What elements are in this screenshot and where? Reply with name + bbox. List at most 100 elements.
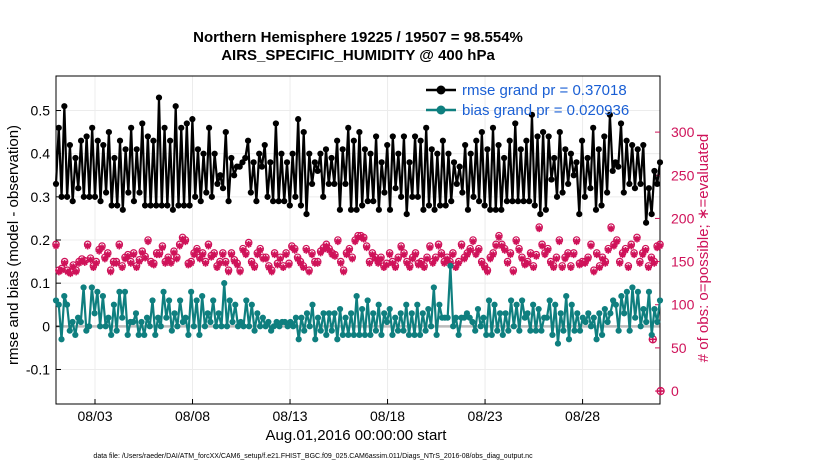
- rmse-point: [144, 133, 151, 140]
- bias-point: [132, 310, 140, 317]
- bias-point: [422, 327, 429, 334]
- obs-evaluated-marker: [297, 259, 304, 267]
- rmse-point: [350, 137, 357, 144]
- rmse-point: [567, 150, 575, 157]
- obs-evaluated-marker: [544, 246, 552, 254]
- rmse-point: [492, 206, 499, 213]
- bias-point: [323, 331, 330, 339]
- obs-evaluated-marker: [627, 242, 635, 250]
- rmse-point: [205, 124, 213, 131]
- bias-point: [507, 297, 515, 304]
- bias-point: [207, 318, 214, 326]
- obs-evaluated-marker: [222, 259, 230, 267]
- y2-tick-label: 150: [671, 254, 695, 270]
- obs-evaluated-marker: [570, 251, 578, 259]
- obs-evaluated-marker: [75, 259, 83, 267]
- bias-point: [381, 310, 388, 317]
- bias-series-line: [55, 264, 662, 345]
- rmse-point: [406, 159, 413, 166]
- obs-evaluated-marker: [282, 251, 290, 259]
- rmse-point: [545, 133, 552, 140]
- obs-evaluated-marker: [357, 234, 365, 241]
- rmse-point: [395, 150, 402, 157]
- bias-point: [325, 310, 333, 317]
- rmse-point: [570, 172, 577, 179]
- bias-point: [560, 327, 567, 334]
- obs-evaluated-marker: [78, 257, 86, 265]
- obs-evaluated-marker: [144, 238, 152, 246]
- rmse-point: [292, 193, 299, 200]
- bias-point: [530, 301, 537, 308]
- obs-evaluated-marker: [207, 253, 215, 261]
- rmse-point: [94, 137, 101, 144]
- obs-evaluated-marker: [538, 242, 546, 250]
- obs-evaluated-marker: [581, 259, 589, 267]
- bias-point: [546, 297, 553, 304]
- bias-point: [292, 314, 300, 321]
- obs-evaluated-marker: [133, 264, 140, 272]
- rmse-point: [417, 137, 424, 144]
- y-tick-label: 0: [42, 318, 50, 334]
- rmse-point: [514, 198, 522, 205]
- bias-point: [568, 301, 575, 308]
- rmse-point: [601, 133, 608, 140]
- rmse-point: [489, 124, 497, 131]
- obs-evaluated-marker: [417, 259, 425, 267]
- bias-point: [138, 318, 145, 326]
- bias-point: [552, 301, 559, 308]
- obs-evaluated-marker: [530, 264, 537, 272]
- legend-rmse-marker: [436, 85, 446, 95]
- rmse-point: [334, 137, 341, 144]
- bias-point: [656, 297, 664, 304]
- bias-point: [248, 301, 255, 308]
- obs-evaluated-marker: [558, 264, 566, 272]
- bias-point: [174, 323, 181, 330]
- bias-point: [171, 310, 178, 317]
- obs-evaluated-marker: [624, 264, 632, 272]
- bias-point: [356, 331, 363, 339]
- bias-point: [350, 331, 357, 339]
- rmse-point: [55, 124, 62, 131]
- rmse-point: [250, 159, 257, 166]
- bias-point: [232, 301, 239, 308]
- rmse-point: [314, 167, 321, 175]
- obs-evaluated-marker: [52, 242, 60, 250]
- obs-evaluated-marker: [415, 261, 422, 269]
- obs-evaluated-marker: [348, 255, 356, 263]
- bias-point: [524, 310, 531, 317]
- obs-evaluated-marker: [386, 251, 394, 259]
- obs-evaluated-marker: [345, 246, 353, 254]
- obs-evaluated-marker: [498, 242, 506, 250]
- obs-evaluated-marker: [374, 259, 382, 267]
- bias-point: [105, 314, 112, 321]
- bias-point: [55, 301, 62, 308]
- footnote: data file: /Users/raeder/DAI/ATM_forcXX/…: [93, 453, 533, 460]
- rmse-point: [75, 185, 82, 192]
- rmse-point: [197, 198, 204, 205]
- rmse-point: [353, 206, 360, 213]
- rmse-point: [58, 193, 65, 200]
- bias-point: [411, 331, 418, 339]
- obs-evaluated-marker: [193, 246, 201, 254]
- bias-point: [554, 340, 562, 347]
- rmse-point: [105, 129, 112, 136]
- bias-point: [301, 327, 308, 334]
- bias-point: [480, 314, 487, 321]
- rmse-point: [634, 146, 641, 153]
- rmse-point: [336, 206, 344, 213]
- obs-evaluated-marker: [337, 259, 345, 267]
- bias-point: [348, 310, 355, 317]
- rmse-point: [339, 146, 346, 153]
- bias-point: [601, 305, 608, 313]
- obs-evaluated-marker: [461, 255, 468, 263]
- obs-evaluated-marker: [199, 251, 207, 259]
- obs-evaluated-marker: [412, 251, 419, 259]
- obs-evaluated-marker: [394, 255, 402, 263]
- rmse-point: [322, 146, 330, 153]
- obs-evaluated-marker: [124, 253, 132, 260]
- bias-point: [113, 327, 120, 334]
- rmse-point: [297, 202, 305, 209]
- rmse-point: [320, 193, 327, 200]
- obs-evaluated-marker: [256, 246, 264, 254]
